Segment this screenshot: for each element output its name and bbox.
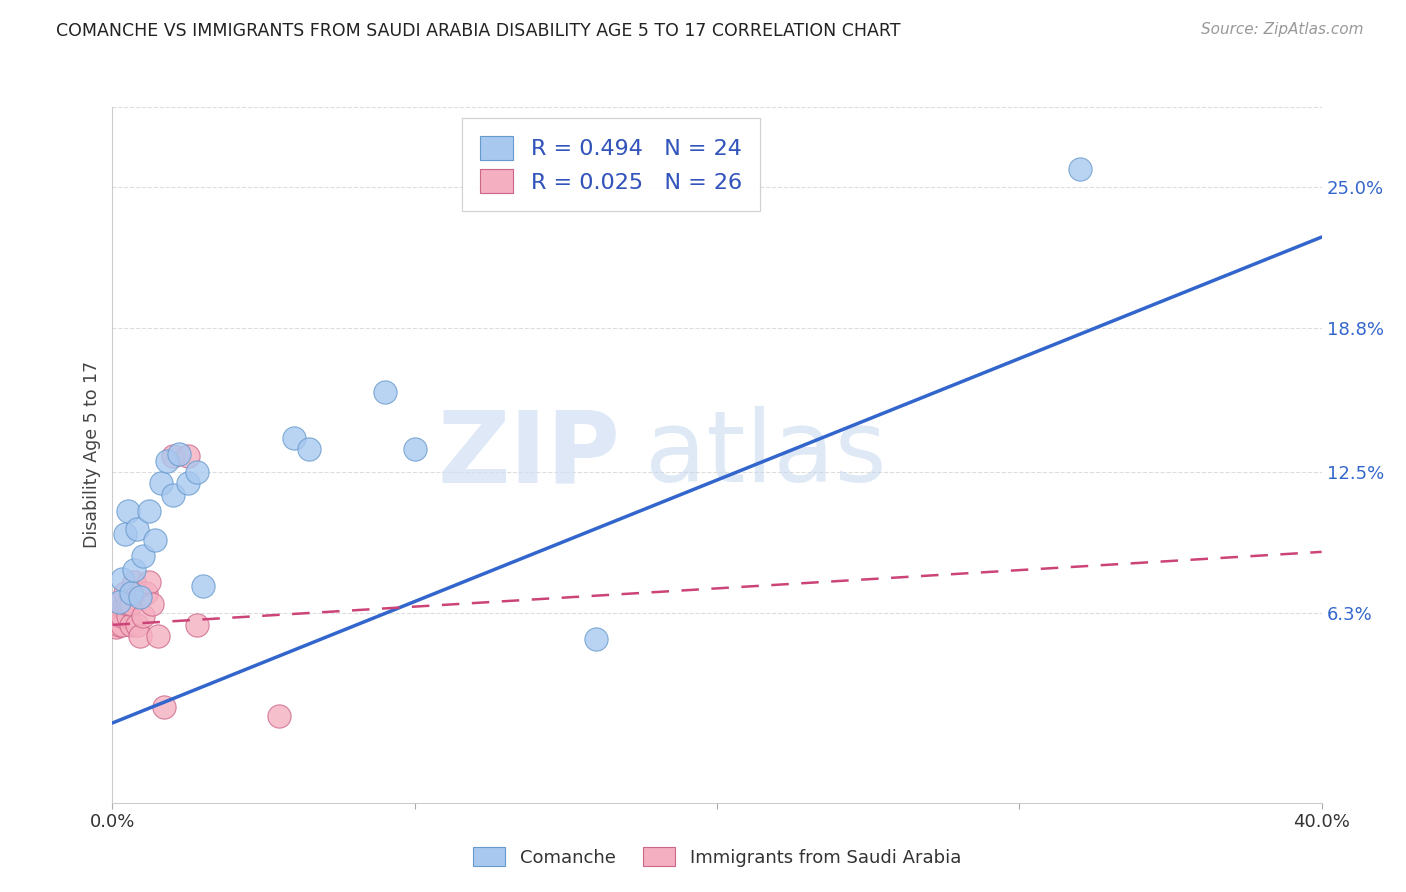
Point <box>1069 161 1091 176</box>
Point <box>110 572 132 586</box>
Point <box>141 598 163 612</box>
Point <box>107 598 129 612</box>
Point <box>128 629 150 643</box>
Point <box>162 449 184 463</box>
Point <box>138 574 160 589</box>
Point <box>143 533 166 548</box>
Point <box>404 442 426 457</box>
Point <box>114 598 136 612</box>
Point <box>177 449 200 463</box>
Point <box>585 632 607 646</box>
Point <box>117 598 139 612</box>
Point <box>101 608 124 623</box>
Point <box>125 618 148 632</box>
Text: Source: ZipAtlas.com: Source: ZipAtlas.com <box>1201 22 1364 37</box>
Point <box>149 476 172 491</box>
Point <box>298 442 321 457</box>
Point <box>374 385 396 400</box>
Point <box>110 618 132 632</box>
Legend: Comanche, Immigrants from Saudi Arabia: Comanche, Immigrants from Saudi Arabia <box>465 840 969 874</box>
Text: COMANCHE VS IMMIGRANTS FROM SAUDI ARABIA DISABILITY AGE 5 TO 17 CORRELATION CHAR: COMANCHE VS IMMIGRANTS FROM SAUDI ARABIA… <box>56 22 901 40</box>
Point <box>117 504 139 518</box>
Point <box>110 608 132 623</box>
Point <box>125 522 148 536</box>
Point <box>283 431 305 445</box>
Point <box>128 591 150 605</box>
Legend: R = 0.494   N = 24, R = 0.025   N = 26: R = 0.494 N = 24, R = 0.025 N = 26 <box>463 118 761 211</box>
Text: ZIP: ZIP <box>437 407 620 503</box>
Point <box>153 700 176 714</box>
Y-axis label: Disability Age 5 to 17: Disability Age 5 to 17 <box>83 361 101 549</box>
Point <box>114 526 136 541</box>
Point <box>122 563 145 577</box>
Point <box>122 574 145 589</box>
Point <box>132 608 155 623</box>
Point <box>132 549 155 564</box>
Point <box>120 618 142 632</box>
Point <box>107 618 129 632</box>
Point <box>104 620 127 634</box>
Point <box>267 709 290 723</box>
Point <box>186 618 208 632</box>
Text: atlas: atlas <box>644 407 886 503</box>
Point <box>146 629 169 643</box>
Point <box>104 608 127 623</box>
Point <box>138 504 160 518</box>
Point <box>167 447 190 461</box>
Point <box>120 598 142 612</box>
Point <box>117 608 139 623</box>
Point <box>191 579 214 593</box>
Point <box>186 465 208 479</box>
Point <box>114 586 136 600</box>
Point <box>156 453 179 467</box>
Point <box>107 595 129 609</box>
Point <box>135 586 157 600</box>
Point <box>162 488 184 502</box>
Point <box>120 586 142 600</box>
Point <box>177 476 200 491</box>
